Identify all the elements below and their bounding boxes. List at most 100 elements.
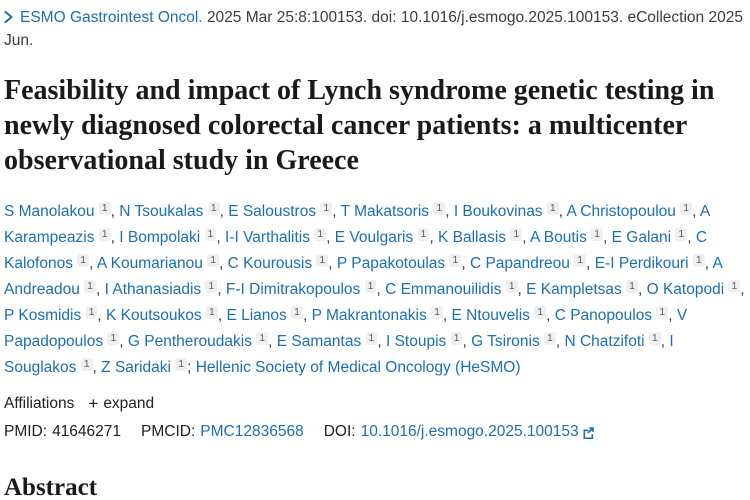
- affiliations-label: Affiliations: [4, 395, 75, 412]
- affiliation-superscript[interactable]: 1: [256, 332, 269, 345]
- author-link[interactable]: S Manolakou: [4, 203, 95, 220]
- affiliation-superscript[interactable]: 1: [544, 332, 556, 345]
- affiliation-superscript[interactable]: 1: [207, 202, 220, 215]
- affiliation-superscript[interactable]: 1: [320, 202, 333, 215]
- author-link[interactable]: V Papadopoulos: [4, 307, 688, 350]
- author-link[interactable]: E Voulgaris: [334, 229, 414, 246]
- author-link[interactable]: K Koutsoukos: [106, 307, 202, 324]
- author-link[interactable]: I Athanasiadis: [104, 281, 202, 298]
- author-link[interactable]: A Boutis: [529, 229, 587, 246]
- affiliation-superscript[interactable]: 1: [449, 254, 462, 267]
- affiliation-superscript[interactable]: 1: [626, 280, 638, 293]
- affiliation-superscript[interactable]: 1: [450, 332, 463, 345]
- author-link[interactable]: C Papandreou: [469, 255, 570, 272]
- author-separator: ,: [110, 229, 120, 246]
- author-link[interactable]: F-I Dimitrakopoulos: [225, 281, 361, 298]
- author-link[interactable]: C Emmanouilidis: [385, 281, 502, 298]
- author-link[interactable]: A Koumarianou: [96, 255, 203, 272]
- affiliations-row: Affiliations + expand: [4, 394, 745, 414]
- expand-label: expand: [103, 395, 155, 412]
- affiliation-superscript[interactable]: 1: [417, 228, 430, 241]
- affiliation-superscript[interactable]: 1: [98, 228, 111, 241]
- affiliation-superscript[interactable]: 1: [107, 332, 120, 345]
- affiliation-superscript[interactable]: 1: [505, 280, 518, 293]
- affiliation-superscript[interactable]: 1: [546, 202, 559, 215]
- author-link[interactable]: I-I Varthalitis: [225, 229, 311, 246]
- affiliation-superscript[interactable]: 1: [675, 228, 688, 241]
- affiliation-superscript[interactable]: 1: [77, 254, 90, 267]
- pmcid-link[interactable]: PMC12836568: [200, 423, 304, 440]
- affiliation-superscript[interactable]: 1: [316, 254, 329, 267]
- author-link[interactable]: E Galani: [611, 229, 672, 246]
- affiliation-superscript[interactable]: 1: [680, 202, 693, 215]
- author-link[interactable]: T Makatsoris: [340, 203, 430, 220]
- author-link[interactable]: I Stoupis: [385, 333, 447, 350]
- author-link[interactable]: I Bompolaki: [119, 229, 201, 246]
- author-link[interactable]: I Souglakos: [4, 333, 674, 376]
- plus-icon: +: [88, 394, 99, 413]
- author-link[interactable]: A Karampeazis: [4, 203, 710, 246]
- affiliation-superscript[interactable]: 1: [364, 280, 377, 293]
- affiliation-superscript[interactable]: 1: [648, 332, 661, 345]
- pmid-group: PMID: 41646271: [4, 423, 121, 441]
- collaboration-link[interactable]: Hellenic Society of Medical Oncology (He…: [195, 359, 521, 376]
- affiliation-superscript[interactable]: 1: [591, 228, 604, 241]
- author-link[interactable]: G Tsironis: [471, 333, 540, 350]
- affiliation-superscript[interactable]: 1: [534, 306, 547, 319]
- author-link[interactable]: P Kosmidis: [4, 307, 82, 324]
- author-separator: ,: [89, 255, 97, 272]
- author-link[interactable]: A Christopoulou: [566, 203, 676, 220]
- author-link[interactable]: C Panopoulos: [554, 307, 653, 324]
- affiliation-superscript[interactable]: 1: [175, 358, 188, 371]
- author-link[interactable]: P Makrantonakis: [311, 307, 427, 324]
- affiliation-superscript[interactable]: 1: [84, 280, 96, 293]
- author-link[interactable]: C Kalofonos: [4, 229, 708, 272]
- author-link[interactable]: N Chatzifoti: [564, 333, 645, 350]
- author-separator: ,: [110, 203, 120, 220]
- journal-dropdown-trigger[interactable]: ESMO Gastrointest Oncol.: [4, 6, 203, 29]
- author-link[interactable]: E-I Perdikouri: [594, 255, 689, 272]
- author-link[interactable]: E Lianos: [226, 307, 287, 324]
- author-link[interactable]: G Pentheroudakis: [127, 333, 252, 350]
- affiliation-superscript[interactable]: 1: [204, 228, 217, 241]
- author-separator: ,: [376, 281, 386, 298]
- affiliation-superscript[interactable]: 1: [291, 306, 303, 319]
- author-link[interactable]: E Kampletsas: [526, 281, 622, 298]
- affiliation-superscript[interactable]: 1: [206, 306, 218, 319]
- author-link[interactable]: Z Saridaki: [101, 359, 171, 376]
- affiliation-superscript[interactable]: 1: [656, 306, 669, 319]
- affiliation-superscript[interactable]: 1: [433, 202, 446, 215]
- citation-text: 2025 Mar 25:8:100153. doi: 10.1016/j.esm…: [4, 9, 743, 49]
- external-link-icon[interactable]: [582, 426, 595, 439]
- author-separator: ,: [668, 307, 677, 324]
- author-link[interactable]: E Ntouvelis: [451, 307, 530, 324]
- affiliation-superscript[interactable]: 1: [692, 254, 705, 267]
- author-link[interactable]: C Kourousis: [227, 255, 313, 272]
- affiliation-superscript[interactable]: 1: [80, 358, 93, 371]
- affiliation-superscript[interactable]: 1: [85, 306, 98, 319]
- affiliation-superscript[interactable]: 1: [574, 254, 587, 267]
- journal-name-link[interactable]: ESMO Gastrointest Oncol.: [20, 9, 203, 26]
- affiliation-superscript[interactable]: 1: [98, 202, 111, 215]
- author-link[interactable]: K Ballasis: [438, 229, 507, 246]
- author-separator: ,: [687, 229, 696, 246]
- author-link[interactable]: N Tsoukalas: [119, 203, 204, 220]
- expand-affiliations-button[interactable]: + expand: [88, 394, 154, 414]
- affiliation-superscript[interactable]: 1: [314, 228, 327, 241]
- author-separator: ,: [302, 307, 312, 324]
- affiliation-superscript[interactable]: 1: [207, 254, 220, 267]
- author-link[interactable]: E Samantas: [276, 333, 362, 350]
- doi-link[interactable]: 10.1016/j.esmogo.2025.100153: [360, 423, 579, 440]
- author-link[interactable]: E Saloustros: [228, 203, 317, 220]
- affiliation-superscript[interactable]: 1: [728, 280, 741, 293]
- affiliation-superscript[interactable]: 1: [431, 306, 443, 319]
- author-link[interactable]: A Andreadou: [4, 255, 723, 298]
- author-link[interactable]: I Boukovinas: [453, 203, 543, 220]
- affiliation-superscript[interactable]: 1: [510, 228, 523, 241]
- author-link[interactable]: O Katopodi: [646, 281, 725, 298]
- author-link[interactable]: P Papakotoulas: [336, 255, 446, 272]
- author-separator: ,: [377, 333, 386, 350]
- author-separator: ,: [546, 307, 555, 324]
- affiliation-superscript[interactable]: 1: [205, 280, 218, 293]
- affiliation-superscript[interactable]: 1: [365, 332, 378, 345]
